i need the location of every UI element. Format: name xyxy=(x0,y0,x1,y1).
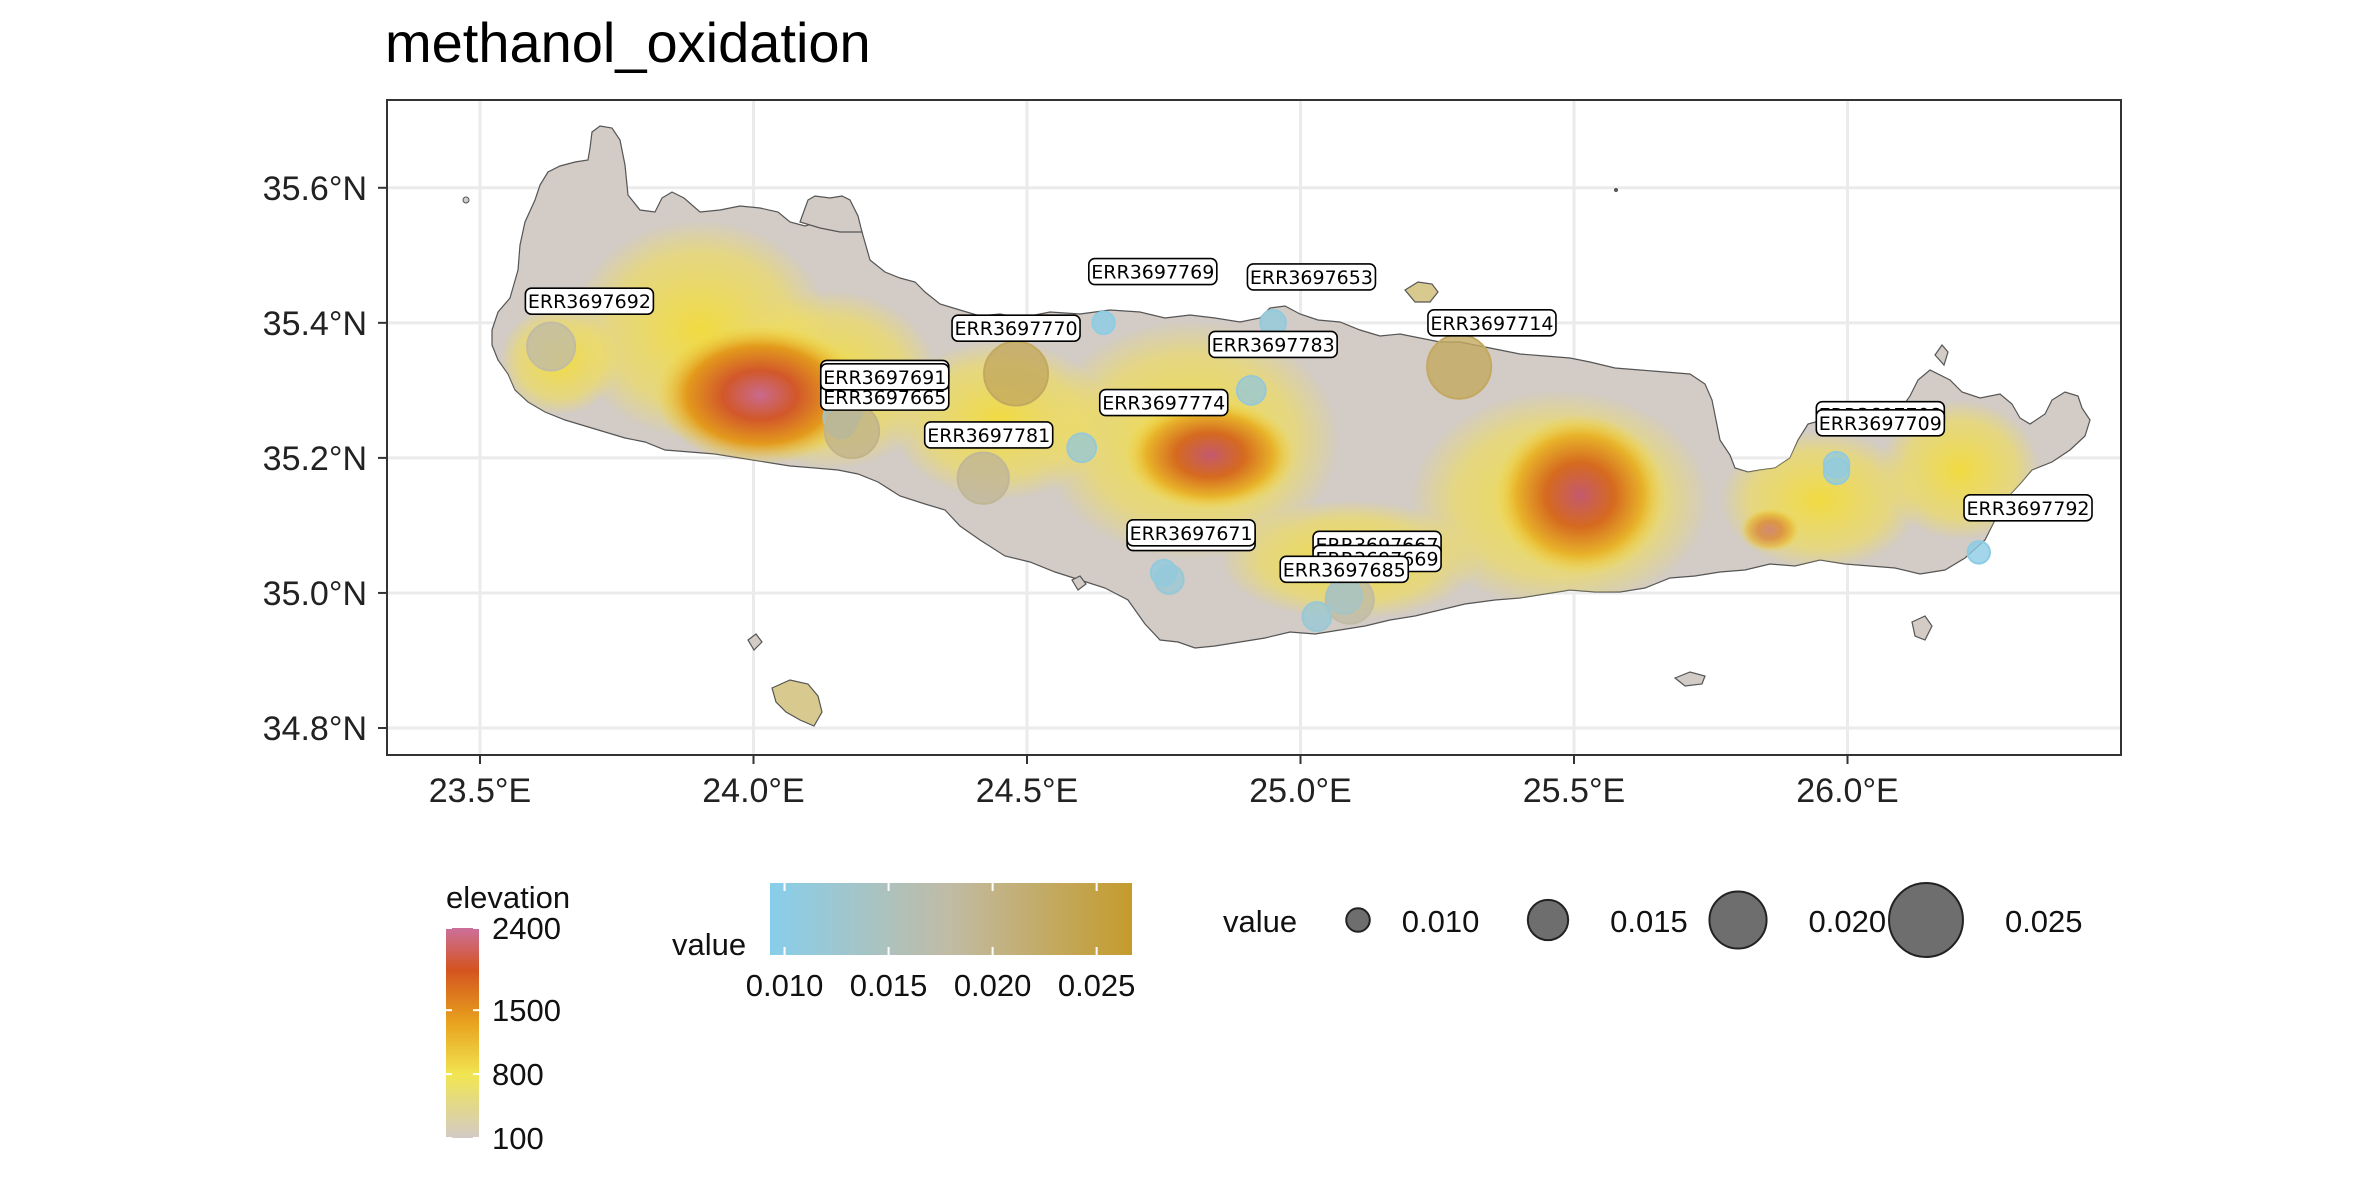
value-size-legend-circle xyxy=(1888,882,1964,958)
site-marker xyxy=(1091,310,1116,336)
site-label: ERR3697781 xyxy=(927,425,1050,447)
y-axis-tick-label: 35.6°N xyxy=(263,170,367,208)
plot-title: methanol_oxidation xyxy=(385,11,871,74)
value-colorbar-label: 0.020 xyxy=(954,968,1032,1003)
site-label-box xyxy=(1098,388,1229,417)
value-size-legend-label: 0.020 xyxy=(1809,904,1887,939)
site-label-box xyxy=(1126,519,1256,547)
x-axis-tick-label: 26.0°E xyxy=(1796,772,1898,810)
akrotiri-peninsula xyxy=(799,195,863,233)
gavdos-island xyxy=(771,679,823,727)
islet-north xyxy=(1614,188,1618,192)
site-marker xyxy=(823,402,881,460)
value-colorbar-label: 0.010 xyxy=(746,968,824,1003)
elevation-colorbar-label: 100 xyxy=(492,1121,544,1156)
site-label-box xyxy=(1815,408,1946,437)
y-axis-tick-label: 35.4°N xyxy=(263,305,367,343)
site-marker xyxy=(1966,540,1991,565)
psiloritis-massif xyxy=(1125,400,1295,510)
x-axis-tick-label: 24.5°E xyxy=(976,772,1078,810)
elevation-colorbar-label: 1500 xyxy=(492,993,561,1028)
value-size-legend-keys: 0.010 0.015 0.020 0.025 xyxy=(1345,882,2083,958)
site-label: ERR3697792 xyxy=(1966,498,2089,520)
elevation-colorbar-labels: 2400 1500 800 100 xyxy=(446,911,561,1156)
elevation-colorbar-label: 800 xyxy=(492,1057,544,1092)
site-marker xyxy=(1822,457,1851,486)
dionysades-islet xyxy=(1934,344,1949,367)
site-marker xyxy=(1066,432,1098,464)
site-label-box xyxy=(1208,330,1338,359)
value-colorbar xyxy=(770,883,1132,955)
site-label: ERR3697783 xyxy=(1212,334,1335,356)
site-marker xyxy=(1235,374,1267,406)
chrysi-islet xyxy=(747,633,763,651)
site-marker xyxy=(956,451,1010,505)
site-marker xyxy=(983,340,1050,407)
map-axes: 23.5°E 24.0°E 24.5°E 25.0°E 25.5°E 26.0°E 35.6… xyxy=(263,170,1899,810)
x-axis-tick-label: 24.0°E xyxy=(702,772,804,810)
site-label-box xyxy=(1088,257,1218,286)
site-label: ERR3697774 xyxy=(1102,393,1225,415)
site-label-box xyxy=(951,314,1081,343)
site-label-box xyxy=(819,363,950,391)
site-label: ERR3697714 xyxy=(1430,313,1553,335)
site-marker xyxy=(1149,558,1178,587)
value-size-legend-circle xyxy=(1708,890,1768,950)
value-size-legend-circle xyxy=(1526,898,1570,942)
y-axis-tick-label: 35.2°N xyxy=(263,440,367,478)
lefka-ori-massif xyxy=(655,325,865,465)
site-marker xyxy=(526,321,577,372)
elevation-colorbar-label: 2400 xyxy=(492,911,561,946)
site-marker xyxy=(1325,577,1363,615)
site-label-box xyxy=(1246,263,1377,291)
site-label-box xyxy=(923,421,1054,449)
site-label-box xyxy=(1279,555,1410,584)
value-color-legend: value 0.010 0.015 0.020 0.025 xyxy=(672,883,1135,1003)
x-axis-tick-label: 23.5°E xyxy=(429,772,531,810)
value-size-legend-circle xyxy=(1345,907,1371,933)
x-axis-tick-label: 25.5°E xyxy=(1523,772,1625,810)
site-label: ERR3697671 xyxy=(1130,523,1253,545)
site-label-box xyxy=(524,287,655,316)
sample-site-labels: ERR3697692 ERR3697769 ERR3697653 ERR3697770… xyxy=(524,257,2093,584)
value-colorbar-labels: 0.010 0.015 0.020 0.025 xyxy=(746,883,1136,1003)
dikti-massif xyxy=(1495,415,1665,575)
value-colorbar-label: 0.015 xyxy=(850,968,928,1003)
site-label: ERR3697769 xyxy=(1091,262,1214,284)
elevation-legend-title: elevation xyxy=(446,880,570,915)
gaidouronisi-islet xyxy=(1673,671,1706,687)
site-label: ERR3697691 xyxy=(823,367,946,389)
value-size-legend-label: 0.025 xyxy=(2005,904,2083,939)
value-size-legend-label: 0.010 xyxy=(1402,904,1480,939)
site-label: ERR3697653 xyxy=(1250,267,1373,289)
value-colorbar-label: 0.025 xyxy=(1058,968,1136,1003)
site-label-box xyxy=(1963,494,2093,522)
value-size-legend-label: 0.015 xyxy=(1610,904,1688,939)
value-size-legend-title: value xyxy=(1223,904,1297,939)
thripti-range xyxy=(1740,508,1800,552)
site-label: ERR3697692 xyxy=(528,291,651,313)
site-label-box xyxy=(1427,309,1557,337)
site-label: ERR3697685 xyxy=(1283,559,1406,581)
site-label: ERR3697709 xyxy=(1819,413,1942,435)
dia-island xyxy=(1404,281,1439,303)
elevation-legend: elevation 2400 1500 800 100 xyxy=(446,880,570,1156)
site-label: ERR3697770 xyxy=(955,318,1078,340)
elevation-raster xyxy=(500,220,2040,620)
y-axis-tick-label: 35.0°N xyxy=(263,575,367,613)
paximadia-islet xyxy=(1071,575,1087,591)
value-size-legend: value 0.010 0.015 0.020 0.025 xyxy=(1223,882,2083,958)
value-color-legend-title: value xyxy=(672,927,746,962)
kouphonisi-islet xyxy=(1911,615,1933,641)
site-marker xyxy=(1301,601,1333,632)
site-marker xyxy=(1426,333,1493,400)
x-axis-tick-label: 25.0°E xyxy=(1249,772,1351,810)
site-label: ERR3697665 xyxy=(823,387,946,409)
elevation-colorbar xyxy=(446,928,479,1138)
islet-west xyxy=(462,196,470,204)
map-panel-border xyxy=(386,99,2122,756)
y-axis-tick-label: 34.8°N xyxy=(263,710,367,748)
